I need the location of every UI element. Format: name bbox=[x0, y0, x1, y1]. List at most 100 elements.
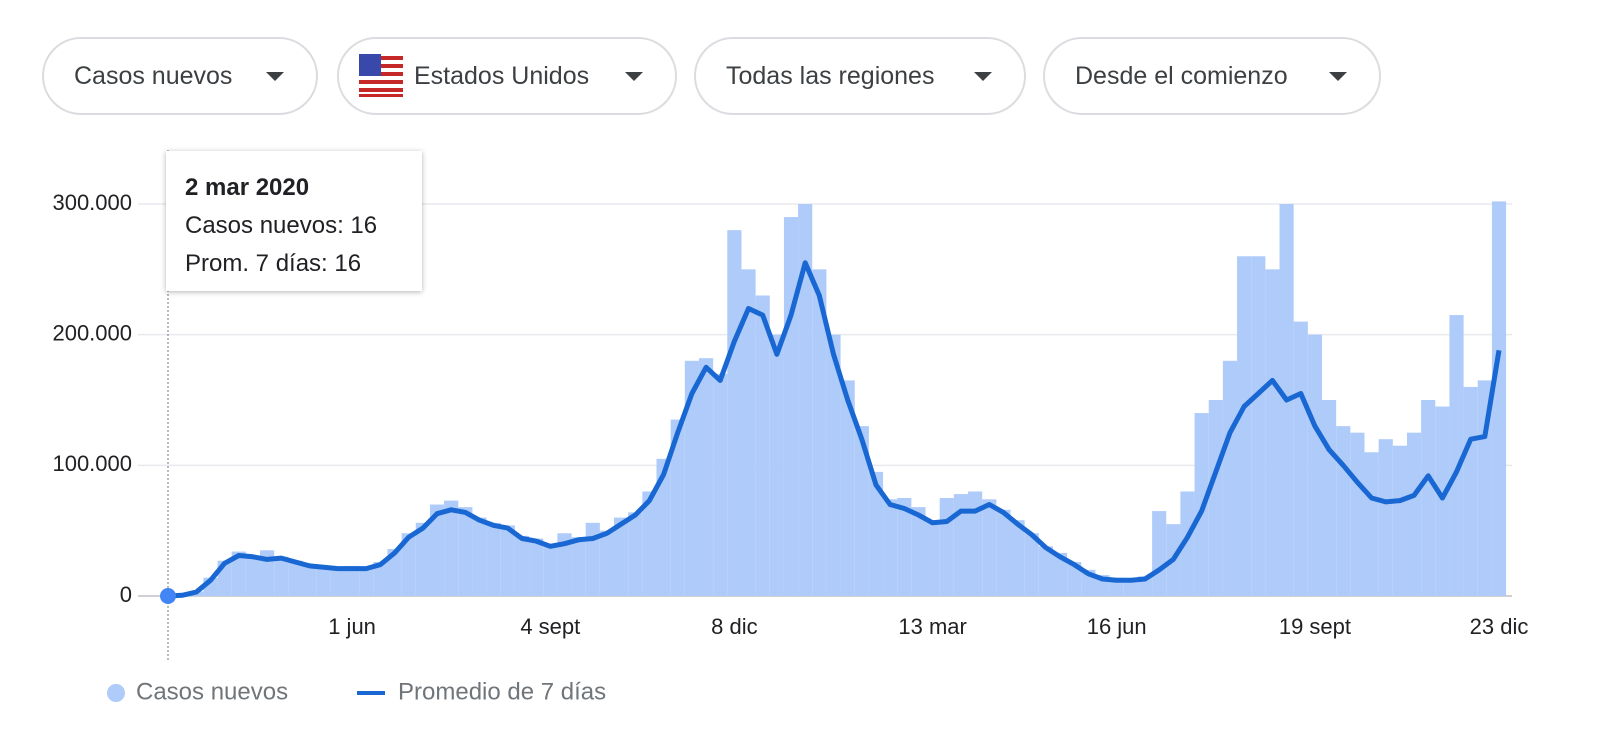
bar bbox=[840, 380, 855, 596]
bar bbox=[260, 550, 275, 596]
bar bbox=[1152, 511, 1167, 596]
tooltip-line: Casos nuevos: 16 bbox=[185, 212, 378, 239]
y-tick-label: 200.000 bbox=[52, 320, 132, 345]
bar bbox=[330, 567, 345, 596]
x-tick-label: 19 sept bbox=[1279, 614, 1351, 639]
bar bbox=[1307, 334, 1323, 596]
bar bbox=[854, 426, 869, 596]
x-tick-label: 4 sept bbox=[520, 614, 580, 639]
bar bbox=[472, 517, 487, 596]
bar bbox=[755, 295, 770, 596]
bar bbox=[543, 546, 558, 596]
bar bbox=[1421, 400, 1436, 596]
bar bbox=[614, 517, 629, 596]
x-tick-label: 8 dic bbox=[711, 614, 757, 639]
bar bbox=[245, 555, 261, 596]
bar bbox=[458, 507, 473, 596]
bar bbox=[698, 358, 714, 596]
bar bbox=[415, 522, 430, 596]
bar bbox=[514, 535, 530, 596]
bar bbox=[911, 507, 926, 596]
bar bbox=[387, 548, 402, 596]
bar bbox=[288, 560, 303, 596]
bar bbox=[1364, 452, 1379, 596]
tooltip: 2 mar 2020 Casos nuevos: 16 Prom. 7 días… bbox=[166, 151, 422, 291]
bar bbox=[897, 498, 912, 596]
bar bbox=[670, 419, 685, 596]
flag-icon bbox=[359, 54, 403, 98]
bar bbox=[557, 533, 572, 596]
y-tick-label: 100.000 bbox=[52, 451, 132, 476]
bar bbox=[1038, 546, 1053, 596]
bar bbox=[401, 533, 416, 596]
bar bbox=[1067, 562, 1082, 596]
bar bbox=[826, 334, 841, 596]
tooltip-line: Prom. 7 días: 16 bbox=[185, 250, 362, 277]
x-tick-label: 1 jun bbox=[328, 614, 376, 639]
bar bbox=[684, 360, 699, 596]
bar bbox=[585, 522, 600, 596]
dropdown-label: Estados Unidos bbox=[414, 61, 590, 90]
region-dropdown[interactable]: Todas las regiones bbox=[694, 37, 1026, 115]
x-tick-label: 13 mar bbox=[898, 614, 966, 639]
average-line bbox=[167, 260, 1502, 599]
bar bbox=[1265, 269, 1280, 596]
bar bbox=[783, 217, 799, 597]
bar bbox=[727, 230, 742, 596]
bar bbox=[231, 551, 246, 596]
bar bbox=[599, 530, 615, 596]
bar bbox=[571, 537, 586, 596]
bar bbox=[713, 373, 728, 596]
bar bbox=[628, 512, 643, 596]
bar bbox=[868, 471, 884, 596]
bar bbox=[529, 538, 544, 596]
bar bbox=[1378, 439, 1393, 596]
bar bbox=[953, 494, 969, 596]
bar bbox=[1123, 580, 1138, 596]
tooltip-title: 2 mar 2020 bbox=[185, 174, 310, 201]
metric-dropdown[interactable]: Casos nuevos bbox=[42, 37, 318, 115]
bar bbox=[939, 498, 954, 596]
bar bbox=[486, 522, 501, 596]
bar bbox=[1024, 533, 1039, 596]
bar bbox=[982, 499, 997, 596]
bar bbox=[316, 565, 331, 596]
x-tick-label: 23 dic bbox=[1470, 614, 1529, 639]
bar bbox=[883, 499, 898, 596]
bar bbox=[1406, 432, 1422, 596]
bar bbox=[1350, 432, 1365, 596]
bar bbox=[642, 491, 657, 596]
y-tick-label: 0 bbox=[120, 582, 132, 607]
bar bbox=[925, 520, 940, 596]
bar bbox=[429, 504, 445, 596]
bar bbox=[373, 562, 388, 596]
bar bbox=[444, 500, 459, 596]
bar bbox=[1392, 445, 1407, 596]
country-dropdown[interactable]: Estados Unidos bbox=[337, 37, 677, 115]
bar bbox=[1010, 520, 1025, 596]
legend-label: Promedio de 7 días bbox=[398, 678, 606, 705]
bar bbox=[1251, 256, 1266, 596]
bar bbox=[656, 458, 671, 596]
bar bbox=[1449, 315, 1464, 596]
bar bbox=[741, 269, 756, 596]
dropdown-label: Desde el comienzo bbox=[1075, 61, 1288, 90]
bar bbox=[1222, 360, 1238, 596]
bar bbox=[769, 334, 784, 596]
bar bbox=[1208, 400, 1223, 596]
bar bbox=[1336, 426, 1351, 596]
bar bbox=[1435, 406, 1450, 596]
dropdown-label: Casos nuevos bbox=[74, 61, 233, 90]
bar bbox=[812, 269, 827, 596]
bar bbox=[1180, 491, 1195, 596]
bar bbox=[359, 567, 374, 596]
dropdown-label: Todas las regiones bbox=[726, 61, 935, 90]
bar bbox=[1322, 400, 1337, 596]
legend-swatch bbox=[107, 684, 125, 702]
bar bbox=[1052, 552, 1068, 596]
range-dropdown[interactable]: Desde el comienzo bbox=[1043, 37, 1381, 115]
x-tick-label: 16 jun bbox=[1087, 614, 1147, 639]
bar bbox=[302, 564, 317, 596]
